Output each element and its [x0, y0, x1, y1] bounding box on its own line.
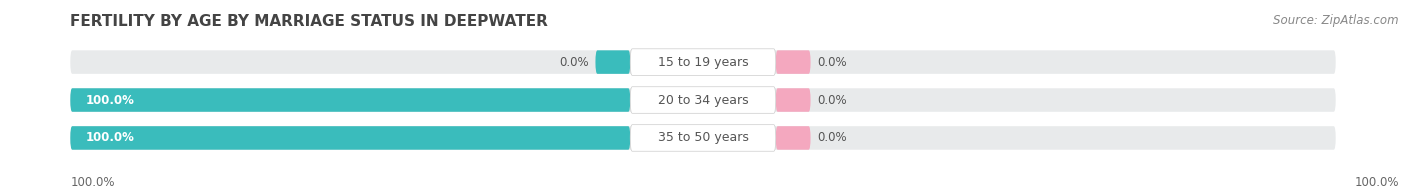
Text: 35 to 50 years: 35 to 50 years	[658, 132, 748, 144]
Text: 20 to 34 years: 20 to 34 years	[658, 93, 748, 106]
FancyBboxPatch shape	[630, 49, 776, 75]
Text: 100.0%: 100.0%	[86, 132, 135, 144]
Text: 100.0%: 100.0%	[1354, 176, 1399, 189]
FancyBboxPatch shape	[70, 126, 1336, 150]
Text: Source: ZipAtlas.com: Source: ZipAtlas.com	[1274, 14, 1399, 27]
FancyBboxPatch shape	[630, 125, 776, 151]
FancyBboxPatch shape	[70, 50, 1336, 74]
Text: 15 to 19 years: 15 to 19 years	[658, 56, 748, 69]
Text: 0.0%: 0.0%	[817, 56, 846, 69]
FancyBboxPatch shape	[596, 50, 630, 74]
FancyBboxPatch shape	[776, 126, 810, 150]
FancyBboxPatch shape	[776, 88, 810, 112]
FancyBboxPatch shape	[70, 88, 1336, 112]
Text: 100.0%: 100.0%	[86, 93, 135, 106]
Text: 100.0%: 100.0%	[70, 176, 115, 189]
Text: 0.0%: 0.0%	[560, 56, 589, 69]
Text: FERTILITY BY AGE BY MARRIAGE STATUS IN DEEPWATER: FERTILITY BY AGE BY MARRIAGE STATUS IN D…	[70, 14, 548, 29]
FancyBboxPatch shape	[630, 87, 776, 113]
FancyBboxPatch shape	[776, 50, 810, 74]
FancyBboxPatch shape	[70, 88, 630, 112]
Text: 0.0%: 0.0%	[817, 132, 846, 144]
Text: 0.0%: 0.0%	[817, 93, 846, 106]
FancyBboxPatch shape	[70, 126, 630, 150]
